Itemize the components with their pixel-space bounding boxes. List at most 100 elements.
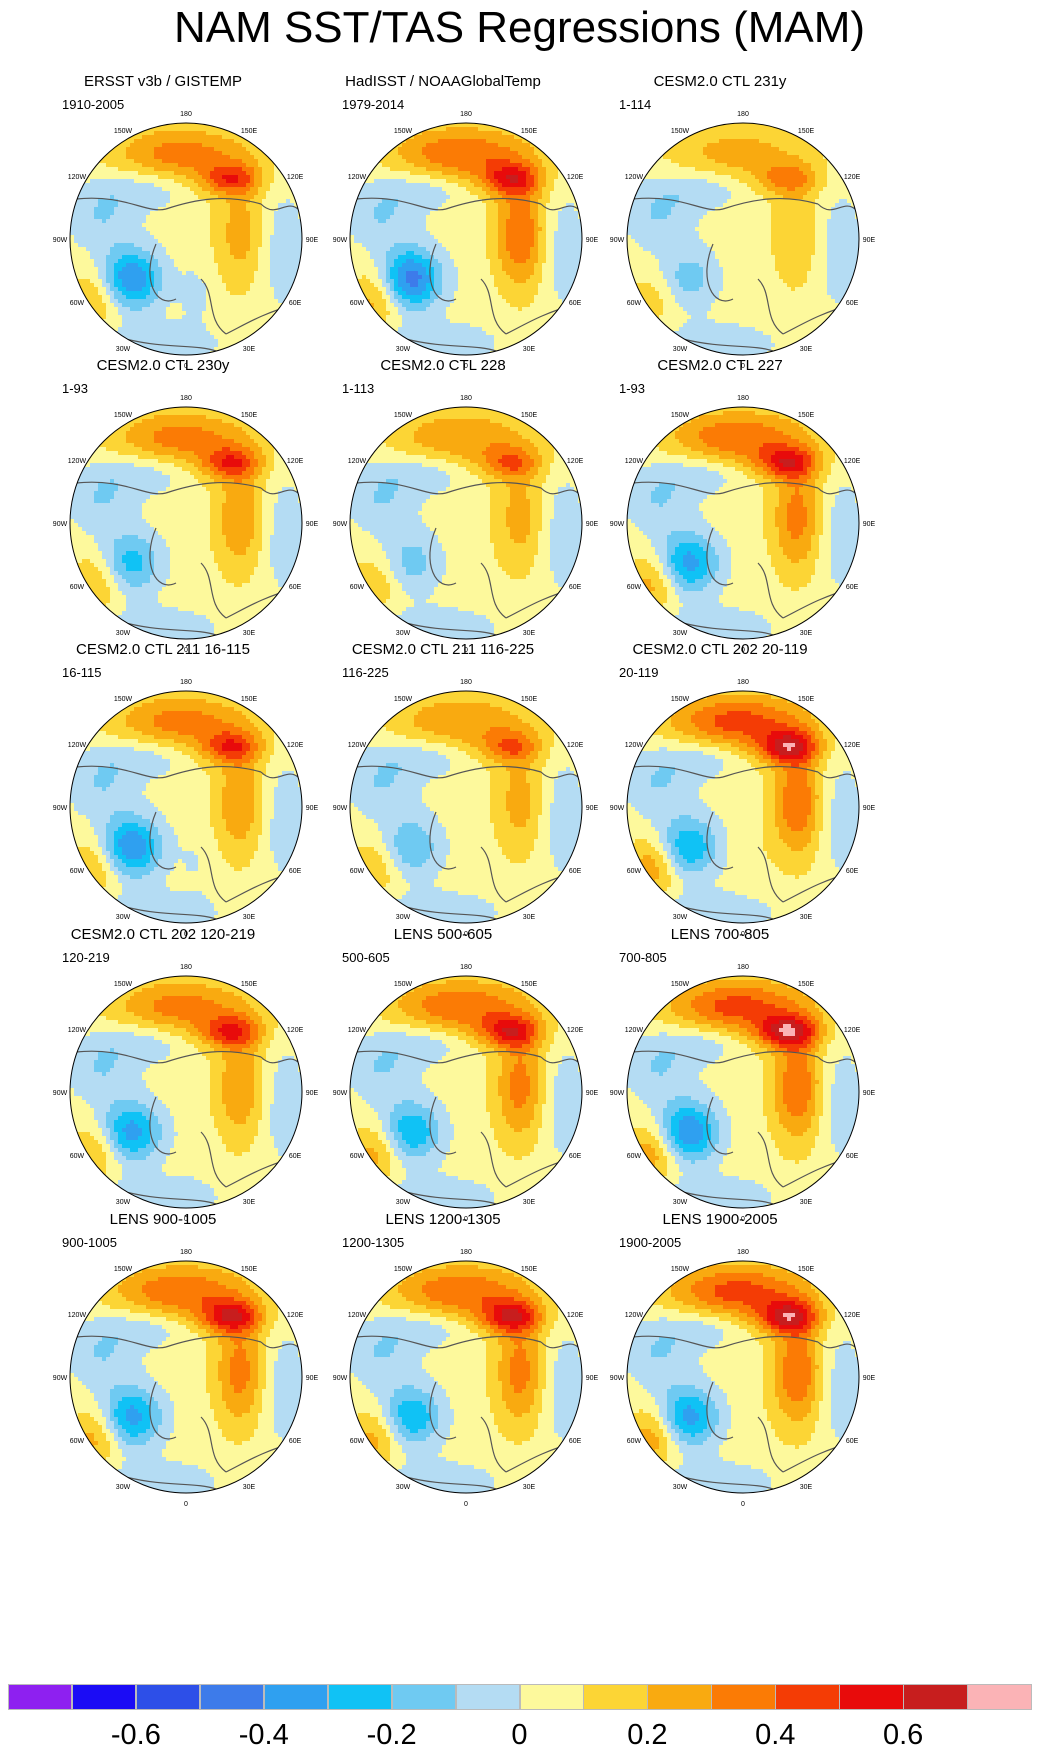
field-cell <box>262 311 267 316</box>
field-cell <box>482 151 487 156</box>
field-cell <box>198 219 203 224</box>
field-cell <box>130 331 135 336</box>
field-cell <box>126 319 131 324</box>
field-cell <box>150 131 155 136</box>
field-cell <box>254 291 259 296</box>
field-cell <box>106 279 111 284</box>
field-cell <box>158 339 163 344</box>
field-cell <box>410 251 415 256</box>
field-cell <box>150 275 155 280</box>
field-cell <box>214 311 219 316</box>
field-cell <box>382 283 387 288</box>
field-cell <box>194 159 199 164</box>
field-cell <box>150 331 155 336</box>
field-cell <box>366 215 371 220</box>
field-cell <box>542 255 547 260</box>
field-cell <box>222 311 227 316</box>
field-cell <box>550 235 555 240</box>
field-cell <box>158 179 163 184</box>
field-cell <box>130 227 135 232</box>
field-cell <box>538 223 543 228</box>
field-cell <box>114 327 119 332</box>
field-cell <box>442 279 447 284</box>
field-cell <box>462 223 467 228</box>
field-cell <box>354 259 359 264</box>
field-cell <box>198 291 203 296</box>
field-cell <box>462 235 467 240</box>
field-cell <box>262 271 267 276</box>
field-cell <box>502 155 507 160</box>
field-cell <box>214 283 219 288</box>
field-cell <box>366 239 371 244</box>
field-cell <box>138 331 143 336</box>
field-cell <box>114 299 119 304</box>
field-cell <box>446 283 451 288</box>
field-cell <box>414 207 419 212</box>
field-cell <box>398 275 403 280</box>
field-cell <box>74 231 79 236</box>
field-cell <box>454 279 459 284</box>
field-cell <box>430 203 435 208</box>
field-cell <box>574 219 579 224</box>
field-cell <box>482 175 487 180</box>
field-cell <box>446 123 451 128</box>
field-cell <box>502 187 507 192</box>
field-cell <box>238 203 243 208</box>
field-cell <box>190 211 195 216</box>
field-cell <box>122 183 127 188</box>
field-cell <box>94 187 99 192</box>
field-cell <box>386 287 391 292</box>
field-cell <box>210 295 215 300</box>
field-cell <box>530 183 535 188</box>
field-cell <box>486 135 491 140</box>
field-cell <box>182 147 187 152</box>
field-cell <box>146 291 151 296</box>
field-cell <box>470 267 475 272</box>
field-cell <box>170 131 175 136</box>
field-cell <box>474 203 479 208</box>
field-cell <box>438 215 443 220</box>
field-cell <box>266 239 271 244</box>
field-cell <box>482 187 487 192</box>
field-cell <box>382 211 387 216</box>
field-cell <box>170 279 175 284</box>
field-cell <box>514 291 519 296</box>
field-cell <box>182 239 187 244</box>
field-cell <box>194 307 199 312</box>
field-cell <box>522 167 527 172</box>
field-cell <box>226 219 231 224</box>
field-cell <box>162 331 167 336</box>
field-cell <box>150 123 155 128</box>
field-cell <box>206 335 211 340</box>
field-cell <box>198 127 203 132</box>
field-cell <box>214 251 219 256</box>
field-cell <box>162 231 167 236</box>
field-cell <box>430 123 435 128</box>
field-cell <box>154 155 159 160</box>
field-cell <box>554 199 559 204</box>
field-cell <box>434 167 439 172</box>
field-cell <box>382 187 387 192</box>
field-cell <box>550 279 555 284</box>
field-cell <box>542 183 547 188</box>
field-cell <box>494 211 499 216</box>
field-cell <box>194 171 199 176</box>
field-cell <box>538 267 543 272</box>
field-cell <box>490 191 495 196</box>
field-cell <box>542 199 547 204</box>
field-cell <box>206 303 211 308</box>
field-cell <box>402 155 407 160</box>
field-cell <box>130 299 135 304</box>
field-cell <box>406 267 411 272</box>
field-cell <box>550 239 555 244</box>
field-cell <box>130 319 135 324</box>
field-cell <box>506 279 511 284</box>
field-cell <box>394 239 399 244</box>
field-cell <box>514 191 519 196</box>
field-cell <box>154 315 159 320</box>
field-cell <box>454 215 459 220</box>
field-cell <box>470 279 475 284</box>
field-cell <box>226 311 231 316</box>
field-cell <box>510 223 515 228</box>
field-cell <box>402 259 407 264</box>
